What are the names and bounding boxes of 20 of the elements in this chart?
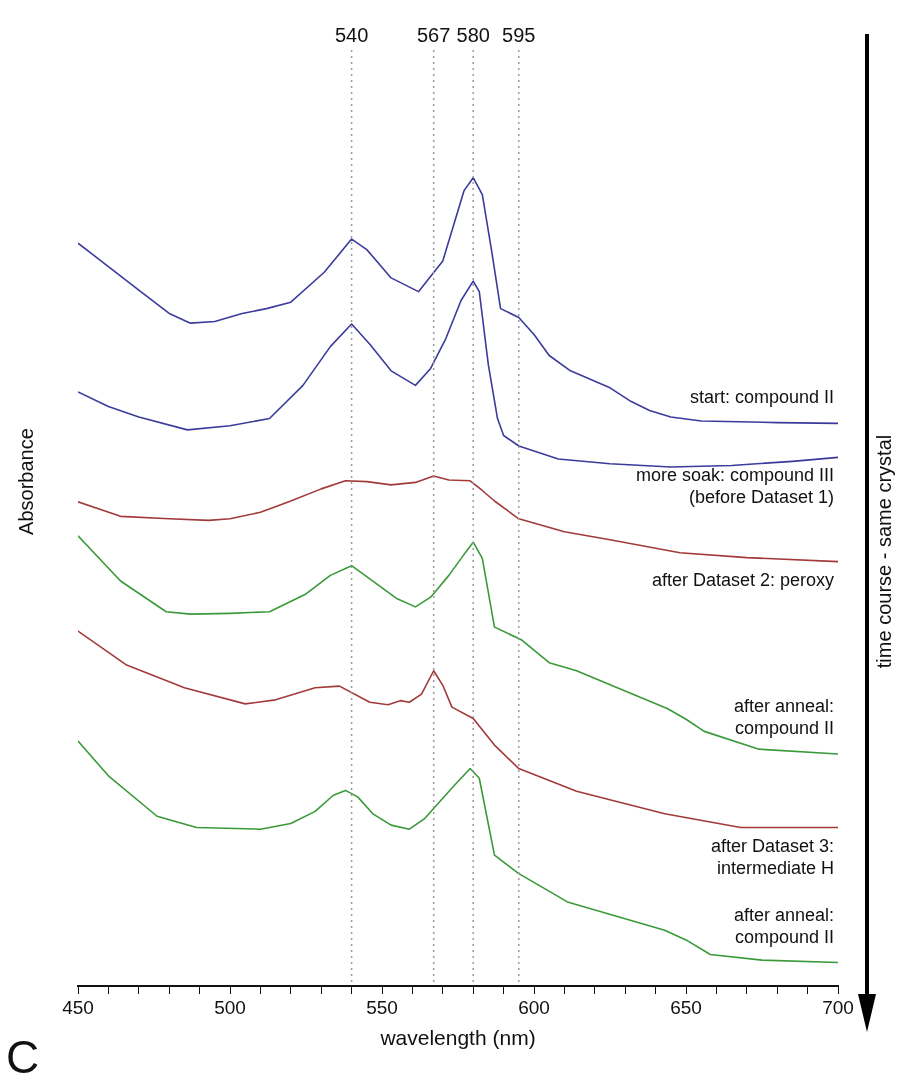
x-tick-label: 700 [822,996,854,1018]
text: time course - same crystal [872,434,896,669]
series-label: after Dataset 2: peroxy [651,569,834,590]
y-axis-title: Absorbance [14,428,38,535]
ref-line-label: 580 [456,23,490,46]
ref-line-label: 540 [334,23,369,46]
x-axis-title: wavelength (nm) [379,1026,536,1050]
series-label: after Dataset 3: intermediate H [710,835,834,878]
x-tick-label: 450 [62,996,94,1018]
series-label: after anneal: compound II [733,904,834,947]
series-label: start: compound II [689,387,834,408]
x-tick-label: 500 [214,996,246,1018]
ref-line-label: 567 [416,23,451,46]
x-tick-label: 650 [670,996,702,1018]
x-tick-label: 600 [518,996,550,1018]
x-tick-label: 550 [366,996,398,1018]
series-label: after anneal: compound II [733,695,834,738]
series-label: more soak: compound III (before Dataset 1) [635,465,834,508]
ref-line-label: 595 [502,23,536,46]
text: C [6,1030,40,1084]
